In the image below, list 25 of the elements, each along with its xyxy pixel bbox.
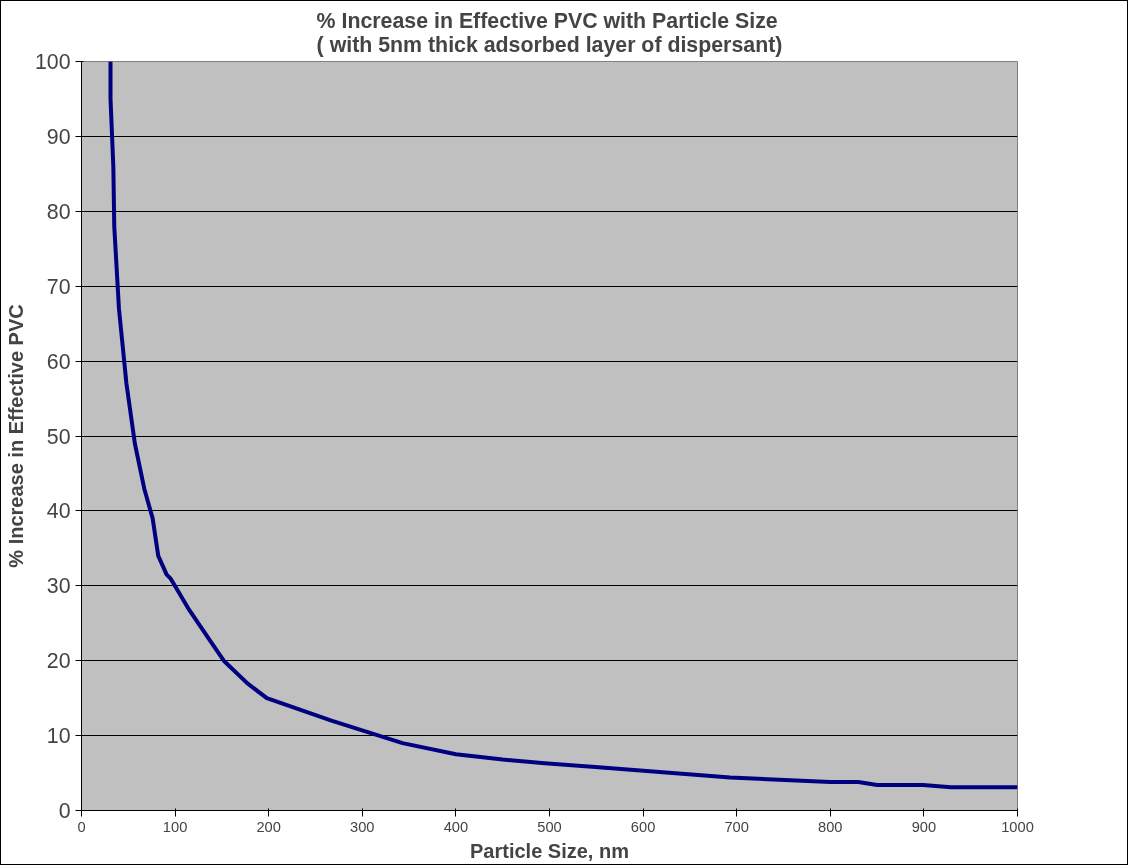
y-tick-label: 60: [46, 349, 71, 374]
y-tick-label: 90: [46, 124, 71, 149]
y-tick-label: 100: [34, 50, 71, 74]
y-tick-label: 40: [46, 499, 71, 524]
y-tick-label: 20: [46, 649, 71, 674]
line-series: [108, 61, 1018, 790]
y-tick-label: 30: [46, 574, 71, 599]
x-tick-label: 800: [818, 818, 843, 835]
x-tick-label: 200: [256, 818, 281, 835]
x-axis-title: Particle Size, nm: [470, 839, 629, 862]
y-axis-title: % Increase in Effective PVC: [4, 304, 27, 568]
y-tick-label: 50: [46, 424, 71, 449]
x-tick-label: 0: [77, 818, 86, 835]
x-tick-label: 700: [724, 818, 749, 835]
x-tick-label: 300: [350, 818, 375, 835]
x-tick-label: 400: [443, 818, 469, 835]
x-tick-label: 100: [162, 818, 188, 835]
y-tick-label: 80: [46, 199, 71, 224]
x-tick-label: 1000: [1001, 818, 1034, 835]
y-tick-label: 70: [46, 274, 71, 299]
y-tick-label: 10: [46, 724, 71, 749]
chart-title: % Increase in Effective PVC with Particle Size ( with 5nm thick adsorbed layer of dispersant): [316, 8, 783, 57]
x-tick-label: 500: [537, 818, 562, 835]
x-tick-label: 900: [911, 818, 937, 835]
x-tick-label: 600: [630, 818, 656, 835]
